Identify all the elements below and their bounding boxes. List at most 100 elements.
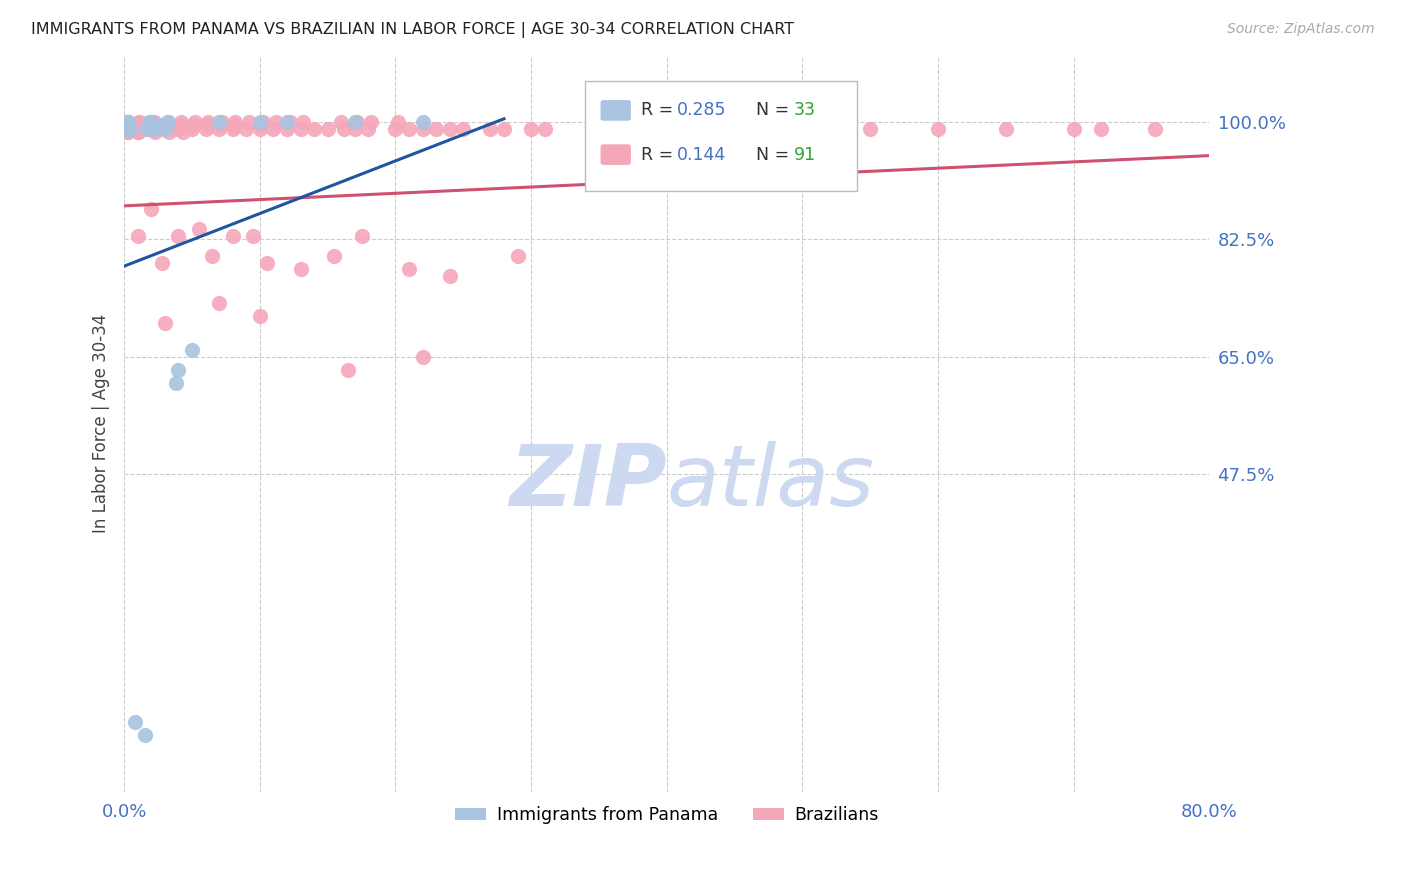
- Point: [994, 121, 1017, 136]
- Point: [117, 119, 139, 133]
- Point: [453, 121, 475, 136]
- Point: [276, 115, 298, 129]
- Point: [115, 119, 138, 133]
- Point: [134, 728, 156, 742]
- Point: [333, 121, 356, 136]
- Point: [139, 115, 162, 129]
- Point: [172, 125, 194, 139]
- Point: [115, 121, 138, 136]
- Point: [1063, 121, 1085, 136]
- Point: [142, 119, 165, 133]
- Point: [208, 115, 231, 129]
- Point: [141, 121, 163, 136]
- Point: [114, 119, 136, 133]
- Point: [117, 115, 139, 129]
- Point: [141, 121, 163, 136]
- Point: [115, 125, 138, 139]
- Point: [117, 121, 139, 136]
- Point: [153, 121, 176, 136]
- Point: [153, 121, 176, 136]
- Text: ZIP: ZIP: [509, 441, 666, 524]
- Text: 91: 91: [793, 145, 815, 163]
- Point: [398, 121, 420, 136]
- Point: [195, 119, 218, 133]
- Point: [194, 121, 217, 136]
- Point: [115, 119, 138, 133]
- Point: [127, 125, 149, 139]
- Point: [114, 119, 136, 133]
- Point: [655, 121, 678, 136]
- Point: [114, 119, 136, 133]
- Point: [412, 121, 434, 136]
- Point: [181, 121, 204, 136]
- Point: [167, 363, 190, 377]
- Point: [506, 249, 529, 263]
- Point: [262, 121, 284, 136]
- Point: [157, 125, 180, 139]
- Point: [170, 115, 193, 129]
- Point: [249, 115, 271, 129]
- Point: [387, 115, 409, 129]
- Point: [127, 125, 149, 139]
- Point: [302, 121, 325, 136]
- Point: [150, 119, 173, 133]
- Point: [201, 249, 224, 263]
- Point: [208, 121, 231, 136]
- Point: [323, 249, 346, 263]
- Point: [129, 121, 152, 136]
- Point: [184, 115, 207, 129]
- Point: [117, 115, 139, 129]
- Text: atlas: atlas: [666, 441, 875, 524]
- Point: [114, 119, 136, 133]
- Point: [197, 115, 219, 129]
- Point: [114, 115, 136, 129]
- Point: [114, 119, 136, 133]
- Text: IMMIGRANTS FROM PANAMA VS BRAZILIAN IN LABOR FORCE | AGE 30-34 CORRELATION CHART: IMMIGRANTS FROM PANAMA VS BRAZILIAN IN L…: [31, 22, 794, 38]
- Point: [143, 121, 166, 136]
- Text: R =: R =: [641, 145, 679, 163]
- Point: [124, 714, 146, 729]
- Point: [183, 119, 205, 133]
- Point: [398, 262, 420, 277]
- Point: [256, 256, 278, 270]
- Point: [156, 115, 179, 129]
- Point: [114, 119, 136, 133]
- Point: [145, 125, 167, 139]
- Point: [115, 115, 138, 129]
- Point: [115, 121, 138, 136]
- Point: [142, 119, 165, 133]
- Point: [167, 121, 190, 136]
- Point: [114, 115, 136, 129]
- Point: [156, 115, 179, 129]
- Point: [533, 121, 555, 136]
- Text: R =: R =: [641, 102, 679, 120]
- Point: [208, 296, 231, 310]
- Point: [150, 256, 173, 270]
- Point: [209, 119, 232, 133]
- Point: [127, 125, 149, 139]
- Point: [143, 115, 166, 129]
- Point: [792, 121, 814, 136]
- Point: [249, 121, 271, 136]
- Point: [492, 121, 515, 136]
- Point: [292, 115, 315, 129]
- Point: [141, 119, 163, 133]
- Point: [167, 229, 190, 244]
- Point: [350, 229, 373, 244]
- Point: [520, 121, 543, 136]
- Point: [131, 119, 153, 133]
- Point: [290, 121, 312, 136]
- Point: [628, 121, 651, 136]
- Text: 0.285: 0.285: [676, 102, 725, 120]
- Point: [249, 310, 271, 324]
- Text: Source: ZipAtlas.com: Source: ZipAtlas.com: [1227, 22, 1375, 37]
- Point: [235, 121, 257, 136]
- Text: 0.144: 0.144: [676, 145, 725, 163]
- Point: [360, 115, 382, 129]
- Point: [117, 125, 139, 139]
- Point: [128, 115, 150, 129]
- Point: [439, 269, 461, 284]
- Point: [278, 115, 301, 129]
- Point: [136, 121, 159, 136]
- Point: [114, 119, 136, 133]
